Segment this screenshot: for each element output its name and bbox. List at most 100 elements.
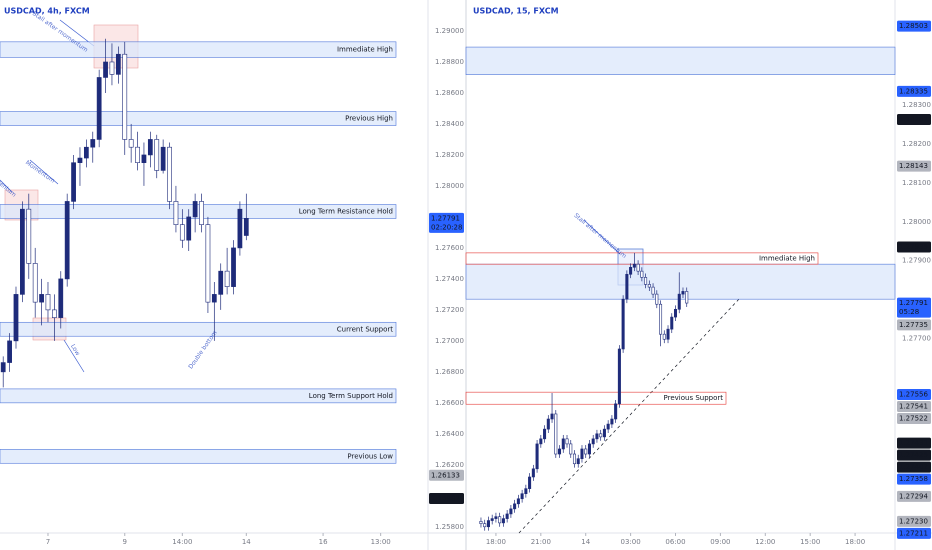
candle-body — [192, 201, 198, 218]
price-tag-label: 1.25983 — [431, 495, 460, 503]
zone-label: Previous Support — [664, 394, 724, 402]
price-tag — [897, 473, 931, 485]
price-tag-label: 1.27935 — [899, 243, 928, 251]
candle-body — [103, 61, 108, 78]
price-tag — [897, 461, 931, 473]
price-tag-label: 1.27358 — [899, 475, 928, 483]
price-tag — [429, 492, 464, 504]
candle-body — [115, 53, 121, 75]
candle-body — [64, 201, 70, 280]
x-tick-label: 06:00 — [665, 538, 685, 546]
candle-body — [621, 298, 625, 350]
y-tick-label: 1.26400 — [435, 430, 464, 438]
candle-body — [7, 340, 12, 363]
candle-body — [122, 53, 128, 140]
y-tick-label: 1.27700 — [902, 334, 931, 342]
arrow — [583, 219, 621, 255]
candle-body — [662, 333, 666, 340]
price-tag — [897, 319, 931, 331]
candle-body — [135, 146, 140, 163]
x-tick-label: 7 — [46, 538, 50, 546]
y-tick-label: 1.28800 — [435, 58, 464, 66]
candle-body — [543, 428, 547, 440]
y-tick-label: 1.25800 — [435, 523, 464, 531]
candle-body — [26, 208, 32, 264]
y-tick-label: 1.27000 — [435, 337, 464, 345]
candle-body — [520, 493, 524, 500]
candle-body — [513, 503, 517, 510]
price-tag — [897, 85, 931, 97]
candle-body — [205, 224, 211, 303]
chart-title: USDCAD, 15, FXCM — [473, 7, 559, 16]
price-tag-label: 1.27541 — [899, 403, 928, 411]
y-tick-label: 1.28300 — [902, 101, 931, 109]
zone — [465, 252, 819, 265]
candle-body — [179, 224, 185, 241]
x-tick-label: 15:00 — [800, 538, 820, 546]
candle-body — [636, 263, 640, 272]
zone-label: Immediate High — [337, 46, 393, 54]
zone — [0, 388, 397, 404]
candle-body — [558, 448, 562, 455]
candle-body — [109, 61, 115, 75]
price-tag — [897, 449, 931, 461]
candle-body — [77, 157, 83, 163]
candle-body — [52, 309, 57, 318]
y-tick-label: 1.27200 — [435, 306, 464, 314]
x-tick-label: 14:00 — [172, 538, 192, 546]
zone — [465, 46, 896, 75]
candle-body — [509, 508, 513, 515]
candle-body — [681, 291, 685, 295]
y-tick-label: 1.26200 — [435, 461, 464, 469]
x-tick-label: 18:00 — [845, 538, 865, 546]
y-tick-label: 1.26600 — [435, 399, 464, 407]
y-tick-label: 1.27600 — [435, 244, 464, 252]
candle-body — [58, 278, 64, 318]
price-tag — [897, 297, 931, 318]
zone — [465, 263, 896, 300]
candle-body — [670, 316, 674, 330]
price-tag — [897, 388, 931, 400]
candle-body — [602, 428, 606, 438]
candle-body — [677, 293, 681, 310]
price-tag — [897, 400, 931, 412]
candle-body — [39, 294, 44, 303]
x-tick-label: 12:00 — [755, 538, 775, 546]
candle-body — [606, 423, 610, 430]
candle-body — [83, 146, 89, 159]
candle-body — [494, 516, 498, 519]
price-tag-label: 1.27791 — [431, 214, 460, 222]
price-tag-label: 1.28335 — [899, 88, 928, 96]
y-tick-label: 1.28000 — [902, 218, 931, 226]
y-tick-label: 1.27400 — [435, 275, 464, 283]
candle-body — [535, 443, 539, 470]
candle-body — [666, 328, 670, 340]
candle-body — [531, 468, 535, 478]
price-tag-label: 1.27522 — [899, 415, 928, 423]
candle-body — [539, 438, 543, 445]
price-tag — [897, 437, 931, 449]
candle-body — [154, 139, 160, 171]
candle-body — [651, 286, 655, 295]
zone — [0, 204, 397, 219]
candle-body — [128, 139, 134, 148]
candle-body — [572, 453, 577, 465]
candle-body — [610, 418, 614, 425]
candle-body — [554, 413, 558, 455]
x-tick-label: 21:00 — [531, 538, 551, 546]
candle-body — [479, 521, 483, 524]
candle-body — [599, 433, 603, 438]
price-tag — [897, 113, 931, 125]
zone-label: Immediate High — [759, 255, 815, 263]
candle-body — [490, 518, 494, 521]
candle-body — [576, 458, 580, 465]
x-tick-label: 03:00 — [621, 538, 641, 546]
y-tick-label: 1.28200 — [435, 151, 464, 159]
zone — [0, 41, 397, 58]
candle-body — [561, 438, 565, 450]
chart-title: USDCAD, 4h, FXCM — [4, 7, 90, 16]
zone-label: Long Term Resistance Hold — [299, 207, 393, 215]
arrow — [29, 159, 59, 185]
candle-body — [186, 216, 192, 241]
price-tag-label: 1.27735 — [899, 321, 928, 329]
